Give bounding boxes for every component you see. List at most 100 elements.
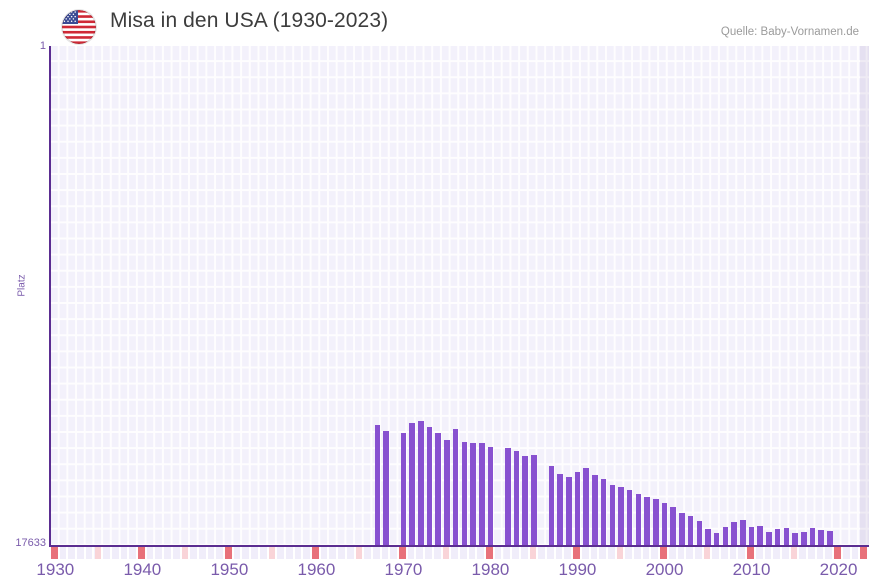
x-tick-cell <box>68 547 78 559</box>
x-tick-cell <box>85 547 95 559</box>
bar-series <box>51 46 869 546</box>
x-tick-cell <box>520 547 530 559</box>
x-tick-major <box>834 547 843 559</box>
x-tick-minor <box>268 547 278 559</box>
x-tick-cell <box>364 547 373 559</box>
x-tick-cell <box>677 547 687 559</box>
x-tick-cell <box>172 547 182 559</box>
x-tick-cell <box>851 547 861 559</box>
x-tick-cell <box>825 547 835 559</box>
bar <box>783 528 790 546</box>
x-tick-label: 1980 <box>471 560 510 579</box>
bar <box>818 529 824 546</box>
x-tick-cell <box>634 547 643 559</box>
x-tick-cell <box>198 547 208 559</box>
x-tick-minor <box>94 547 104 559</box>
x-tick-cell <box>285 547 295 559</box>
chart-plot-area <box>51 46 869 546</box>
x-tick-cell <box>625 547 635 559</box>
bar <box>827 531 833 546</box>
x-tick-label: 1990 <box>558 560 597 579</box>
x-tick-cell <box>738 547 748 559</box>
x-tick-minor <box>355 547 365 559</box>
bar <box>757 525 763 546</box>
x-tick-cell <box>842 547 852 559</box>
bar <box>713 532 720 546</box>
x-tick-major <box>660 547 669 559</box>
x-tick-cell <box>590 547 600 559</box>
chart-header: Misa in den USA (1930-2023) Quelle: Baby… <box>0 0 873 46</box>
x-tick-cell <box>773 547 782 559</box>
x-tick-cell <box>642 547 652 559</box>
x-tick-cell <box>338 547 347 559</box>
bar <box>374 425 381 546</box>
bar <box>731 522 737 546</box>
x-tick-major <box>312 547 321 559</box>
x-tick-label: 1970 <box>384 560 423 579</box>
bar <box>592 474 598 546</box>
x-tick-cell <box>207 547 217 559</box>
x-tick-cell <box>390 547 400 559</box>
bar <box>548 466 555 546</box>
bar <box>418 421 424 546</box>
x-tick-cell <box>346 547 356 559</box>
bar <box>661 503 668 546</box>
x-tick-cell <box>216 547 226 559</box>
x-tick-cell <box>607 547 617 559</box>
bar <box>487 446 494 546</box>
x-tick-cell <box>686 547 695 559</box>
x-tick-cell <box>329 547 339 559</box>
x-tick-cell <box>146 547 156 559</box>
bar <box>766 532 772 546</box>
x-tick-label: 1930 <box>36 560 75 579</box>
bar <box>435 432 442 546</box>
x-tick-major <box>860 547 869 559</box>
bar <box>513 451 520 546</box>
x-tick-cell <box>547 547 556 559</box>
x-tick-cell <box>372 547 382 559</box>
x-tick-cell <box>512 547 521 559</box>
bar <box>800 532 807 546</box>
y-axis-tick-top: 1 <box>39 40 46 52</box>
bar <box>618 487 624 546</box>
x-tick-cell <box>251 547 260 559</box>
x-tick-cell <box>581 547 591 559</box>
bar <box>505 447 511 546</box>
bar <box>774 529 781 546</box>
bar <box>635 494 642 546</box>
x-axis-tick-labels: 1930 1940 1950 1960 1970 1980 1990 2000 2010 2020 <box>0 560 873 586</box>
bar <box>565 476 572 546</box>
bar <box>748 526 755 546</box>
x-tick-cell <box>729 547 739 559</box>
x-tick-minor <box>790 547 800 559</box>
bar <box>792 533 798 546</box>
bar <box>705 528 711 546</box>
x-tick-cell <box>451 547 460 559</box>
bar <box>644 496 650 546</box>
x-tick-cell <box>294 547 304 559</box>
bar <box>470 443 476 546</box>
x-tick-cell <box>303 547 313 559</box>
x-tick-cell <box>764 547 774 559</box>
x-tick-cell <box>651 547 661 559</box>
x-tick-cell <box>712 547 722 559</box>
x-tick-cell <box>433 547 443 559</box>
x-tick-label: 2020 <box>819 560 858 579</box>
x-tick-cell <box>155 547 165 559</box>
x-tick-major <box>573 547 582 559</box>
x-tick-cell <box>721 547 730 559</box>
x-tick-label: 1950 <box>210 560 249 579</box>
x-tick-cell <box>425 547 434 559</box>
y-axis-line <box>49 46 51 547</box>
x-tick-cell <box>468 547 478 559</box>
bar <box>609 484 616 546</box>
x-tick-major <box>486 547 495 559</box>
x-tick-major <box>399 547 408 559</box>
x-tick-cell <box>77 547 86 559</box>
bar <box>600 479 607 546</box>
source-label: Quelle: Baby-Vornamen.de <box>720 26 859 38</box>
bar <box>626 490 633 546</box>
x-tick-cell <box>111 547 121 559</box>
x-tick-label: 2010 <box>732 560 771 579</box>
x-axis-line <box>49 545 869 547</box>
